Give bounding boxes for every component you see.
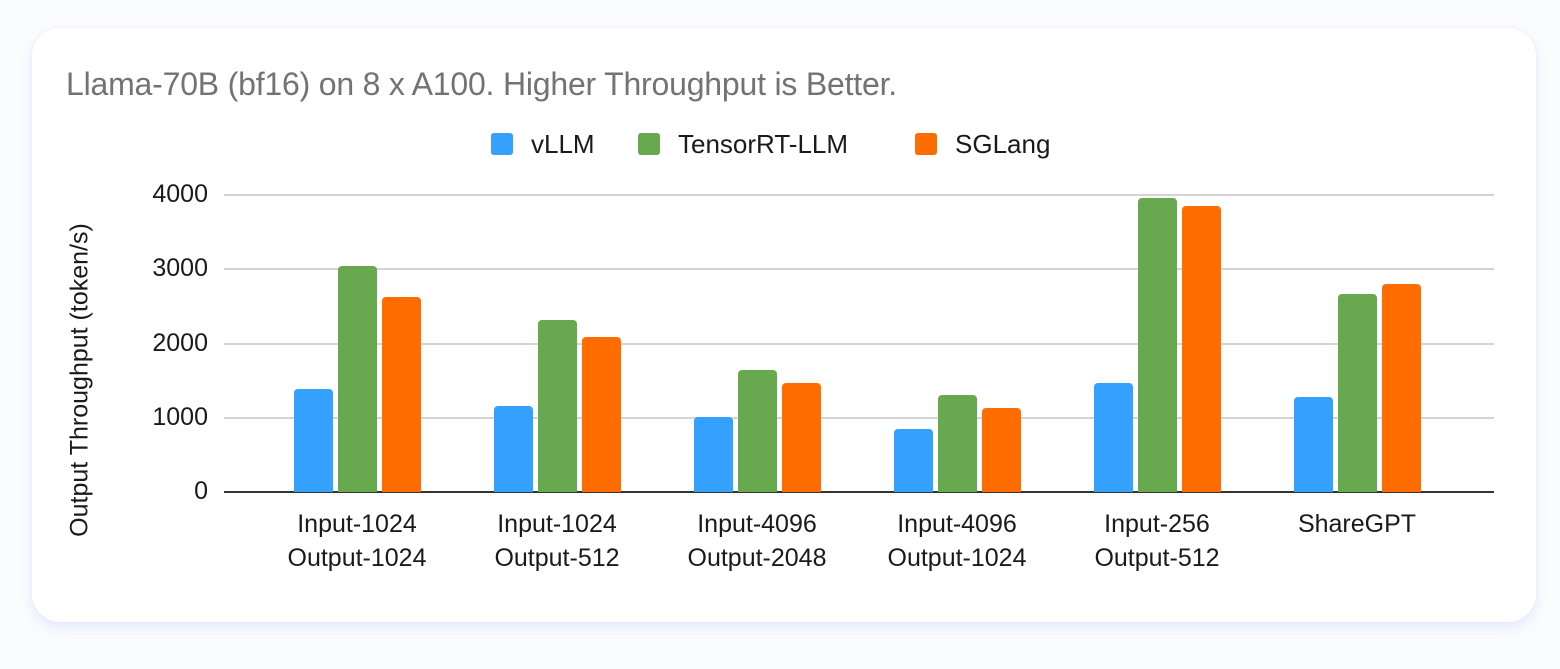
chart-card — [32, 28, 1536, 622]
bar-sglang — [981, 408, 1021, 492]
gridline — [224, 342, 1494, 345]
bar-tensorrt-llm — [337, 265, 377, 492]
legend-label-sglang: SGLang — [955, 128, 1051, 159]
legend: vLLM TensorRT-LLM SGLang — [0, 126, 1560, 162]
legend-swatch-tensorrt-llm — [638, 133, 660, 155]
bar-vllm — [1093, 382, 1133, 492]
bar-sglang — [1181, 206, 1221, 492]
bar-tensorrt-llm — [1137, 197, 1177, 492]
x-tick-label: Input-1024 Output-1024 — [287, 510, 427, 572]
bar-tensorrt-llm — [537, 319, 577, 492]
bar-tensorrt-llm — [937, 394, 977, 492]
bar-sglang — [781, 382, 821, 492]
y-tick-label: 0 — [194, 477, 208, 505]
y-tick-label: 4000 — [152, 180, 208, 208]
bar-vllm — [493, 405, 533, 492]
bar-tensorrt-llm — [737, 370, 777, 492]
legend-swatch-sglang — [915, 133, 937, 155]
legend-item-vllm: vLLM — [491, 126, 595, 162]
x-tick-label: Input-4096 Output-1024 — [887, 510, 1027, 572]
bar-vllm — [1293, 396, 1333, 492]
chart-title: Llama-70B (bf16) on 8 x A100. Higher Thr… — [66, 66, 897, 102]
y-tick-label: 1000 — [152, 402, 208, 431]
bar-sglang — [581, 336, 621, 492]
x-tick-label: Input-4096 Output-2048 — [687, 510, 827, 572]
bar-vllm — [893, 428, 933, 492]
bar-tensorrt-llm — [1337, 294, 1377, 492]
gridline — [224, 416, 1494, 419]
x-tick-label: Input-1024 Output-512 — [494, 510, 620, 572]
y-tick-label: 3000 — [152, 254, 208, 283]
y-tick-label: 2000 — [152, 328, 208, 357]
bar-vllm — [693, 417, 733, 492]
gridline — [224, 194, 1494, 196]
y-axis-label: Output Throughput (token/s) — [65, 223, 94, 537]
legend-swatch-vllm — [491, 133, 513, 155]
bar-sglang — [1381, 284, 1421, 492]
legend-item-tensorrt-llm: TensorRT-LLM — [638, 126, 848, 162]
x-tick-label: ShareGPT — [1297, 510, 1417, 538]
legend-label-vllm: vLLM — [531, 128, 595, 159]
x-axis-line — [224, 491, 1494, 493]
bar-sglang — [381, 296, 421, 492]
bar-vllm — [293, 388, 333, 492]
legend-label-tensorrt-llm: TensorRT-LLM — [678, 128, 849, 159]
x-tick-label: Input-256 Output-512 — [1094, 510, 1220, 572]
gridline — [224, 268, 1494, 271]
legend-item-sglang: SGLang — [915, 126, 1050, 162]
